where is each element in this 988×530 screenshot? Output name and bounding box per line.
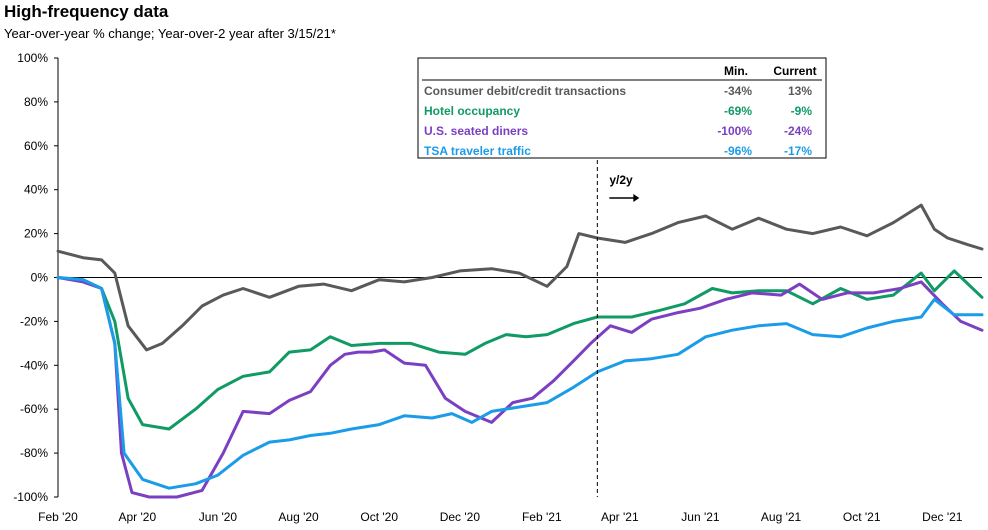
legend-row-current: -24% (784, 124, 812, 138)
chart-title: High-frequency data (4, 2, 169, 21)
series-line-u-s-seated-diners (56, 276, 984, 499)
x-tick-label: Aug '20 (278, 510, 319, 524)
y-tick-label: -80% (20, 446, 48, 460)
y-tick-label: -40% (20, 358, 48, 372)
y-tick-label: -60% (20, 402, 48, 416)
legend-row-min: -69% (724, 104, 752, 118)
legend-table: Min. Current Consumer debit/credit transac… (417, 57, 827, 159)
y-tick-label: 80% (24, 95, 48, 109)
x-tick-label: Dec '20 (440, 510, 481, 524)
series-lines (56, 203, 984, 499)
legend-row-min: -100% (717, 124, 752, 138)
y2y-arrow-head (633, 194, 640, 202)
y-tick-label: -100% (13, 490, 48, 504)
series-line-consumer-debit-credit-transactions (56, 203, 984, 352)
series-line-hotel-occupancy (56, 269, 984, 431)
legend-row-min: -34% (724, 84, 752, 98)
legend-row-label: Consumer debit/credit transactions (424, 84, 626, 98)
legend-box (417, 57, 827, 159)
legend-row-label: Hotel occupancy (424, 104, 520, 118)
legend-row-min: -96% (724, 144, 752, 158)
series-line-tsa-traveler-traffic (56, 276, 984, 490)
chart-subtitle: Year-over-year % change; Year-over-2 yea… (4, 26, 336, 41)
x-tick-label: Oct '20 (360, 510, 398, 524)
x-tick-label: Jun '20 (199, 510, 238, 524)
x-tick-label: Jun '21 (681, 510, 720, 524)
y-tick-label: 40% (24, 183, 48, 197)
legend-row-current: -9% (791, 104, 813, 118)
y-tick-label: 100% (17, 51, 48, 65)
x-tick-label: Oct '21 (843, 510, 881, 524)
legend-header-min: Min. (724, 64, 748, 78)
x-tick-label: Apr '21 (601, 510, 639, 524)
x-tick-label: Aug '21 (761, 510, 802, 524)
x-tick-label: Feb '21 (522, 510, 562, 524)
legend-row-label: TSA traveler traffic (424, 144, 531, 158)
y-tick-label: 0% (31, 271, 49, 285)
legend-header-current: Current (773, 64, 816, 78)
y-tick-label: 60% (24, 139, 48, 153)
x-tick-label: Feb '20 (38, 510, 78, 524)
annotations: y/2y (596, 160, 640, 497)
y2y-label: y/2y (609, 173, 633, 187)
y-tick-label: 20% (24, 227, 48, 241)
axes: 100% 80% 60% 40% 20% 0% -20% -40% -60% -80% -100% F… (13, 51, 982, 524)
legend-row-label: U.S. seated diners (424, 124, 528, 138)
x-tick-label: Dec '21 (922, 510, 963, 524)
x-tick-label: Apr '20 (118, 510, 156, 524)
legend-row-current: 13% (788, 84, 812, 98)
legend-row-current: -17% (784, 144, 812, 158)
y-tick-label: -20% (20, 314, 48, 328)
